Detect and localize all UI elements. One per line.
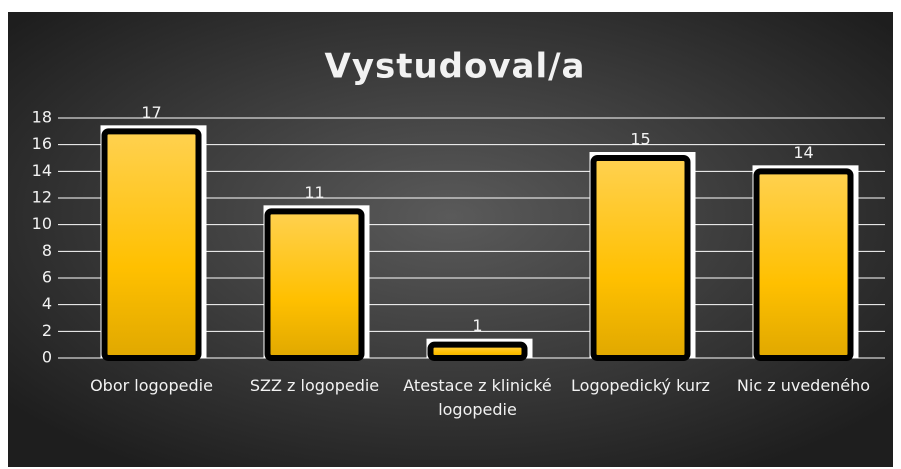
data-label: 17	[141, 103, 161, 122]
y-tick-label: 0	[42, 348, 52, 367]
y-tick-label: 2	[42, 321, 52, 340]
data-label: 11	[304, 183, 324, 202]
data-label: 1	[472, 316, 482, 335]
x-tick-label: Nic z uvedeného	[736, 376, 871, 395]
y-tick-label: 8	[42, 241, 52, 260]
x-tick-label: SZZ z logopedie	[249, 376, 380, 395]
data-label: 14	[793, 143, 813, 162]
x-tick-label: Atestace z klinické logopedie	[403, 376, 552, 419]
y-tick-label: 12	[32, 188, 52, 207]
bar	[264, 208, 365, 361]
bar	[427, 341, 528, 361]
bar	[101, 128, 202, 361]
data-label: 15	[630, 130, 650, 149]
bar	[753, 168, 854, 361]
bar	[590, 155, 691, 361]
x-tick-label: Logopedický kurz	[571, 376, 710, 395]
y-tick-label: 4	[42, 294, 52, 313]
y-tick-label: 16	[32, 134, 52, 153]
y-tick-label: 14	[32, 161, 52, 180]
x-tick-label: Obor logopedie	[90, 376, 213, 395]
chart-title: Vystudoval/a	[325, 47, 586, 87]
y-tick-label: 18	[32, 108, 52, 127]
y-tick-label: 6	[42, 268, 52, 287]
y-tick-label: 10	[32, 214, 52, 233]
